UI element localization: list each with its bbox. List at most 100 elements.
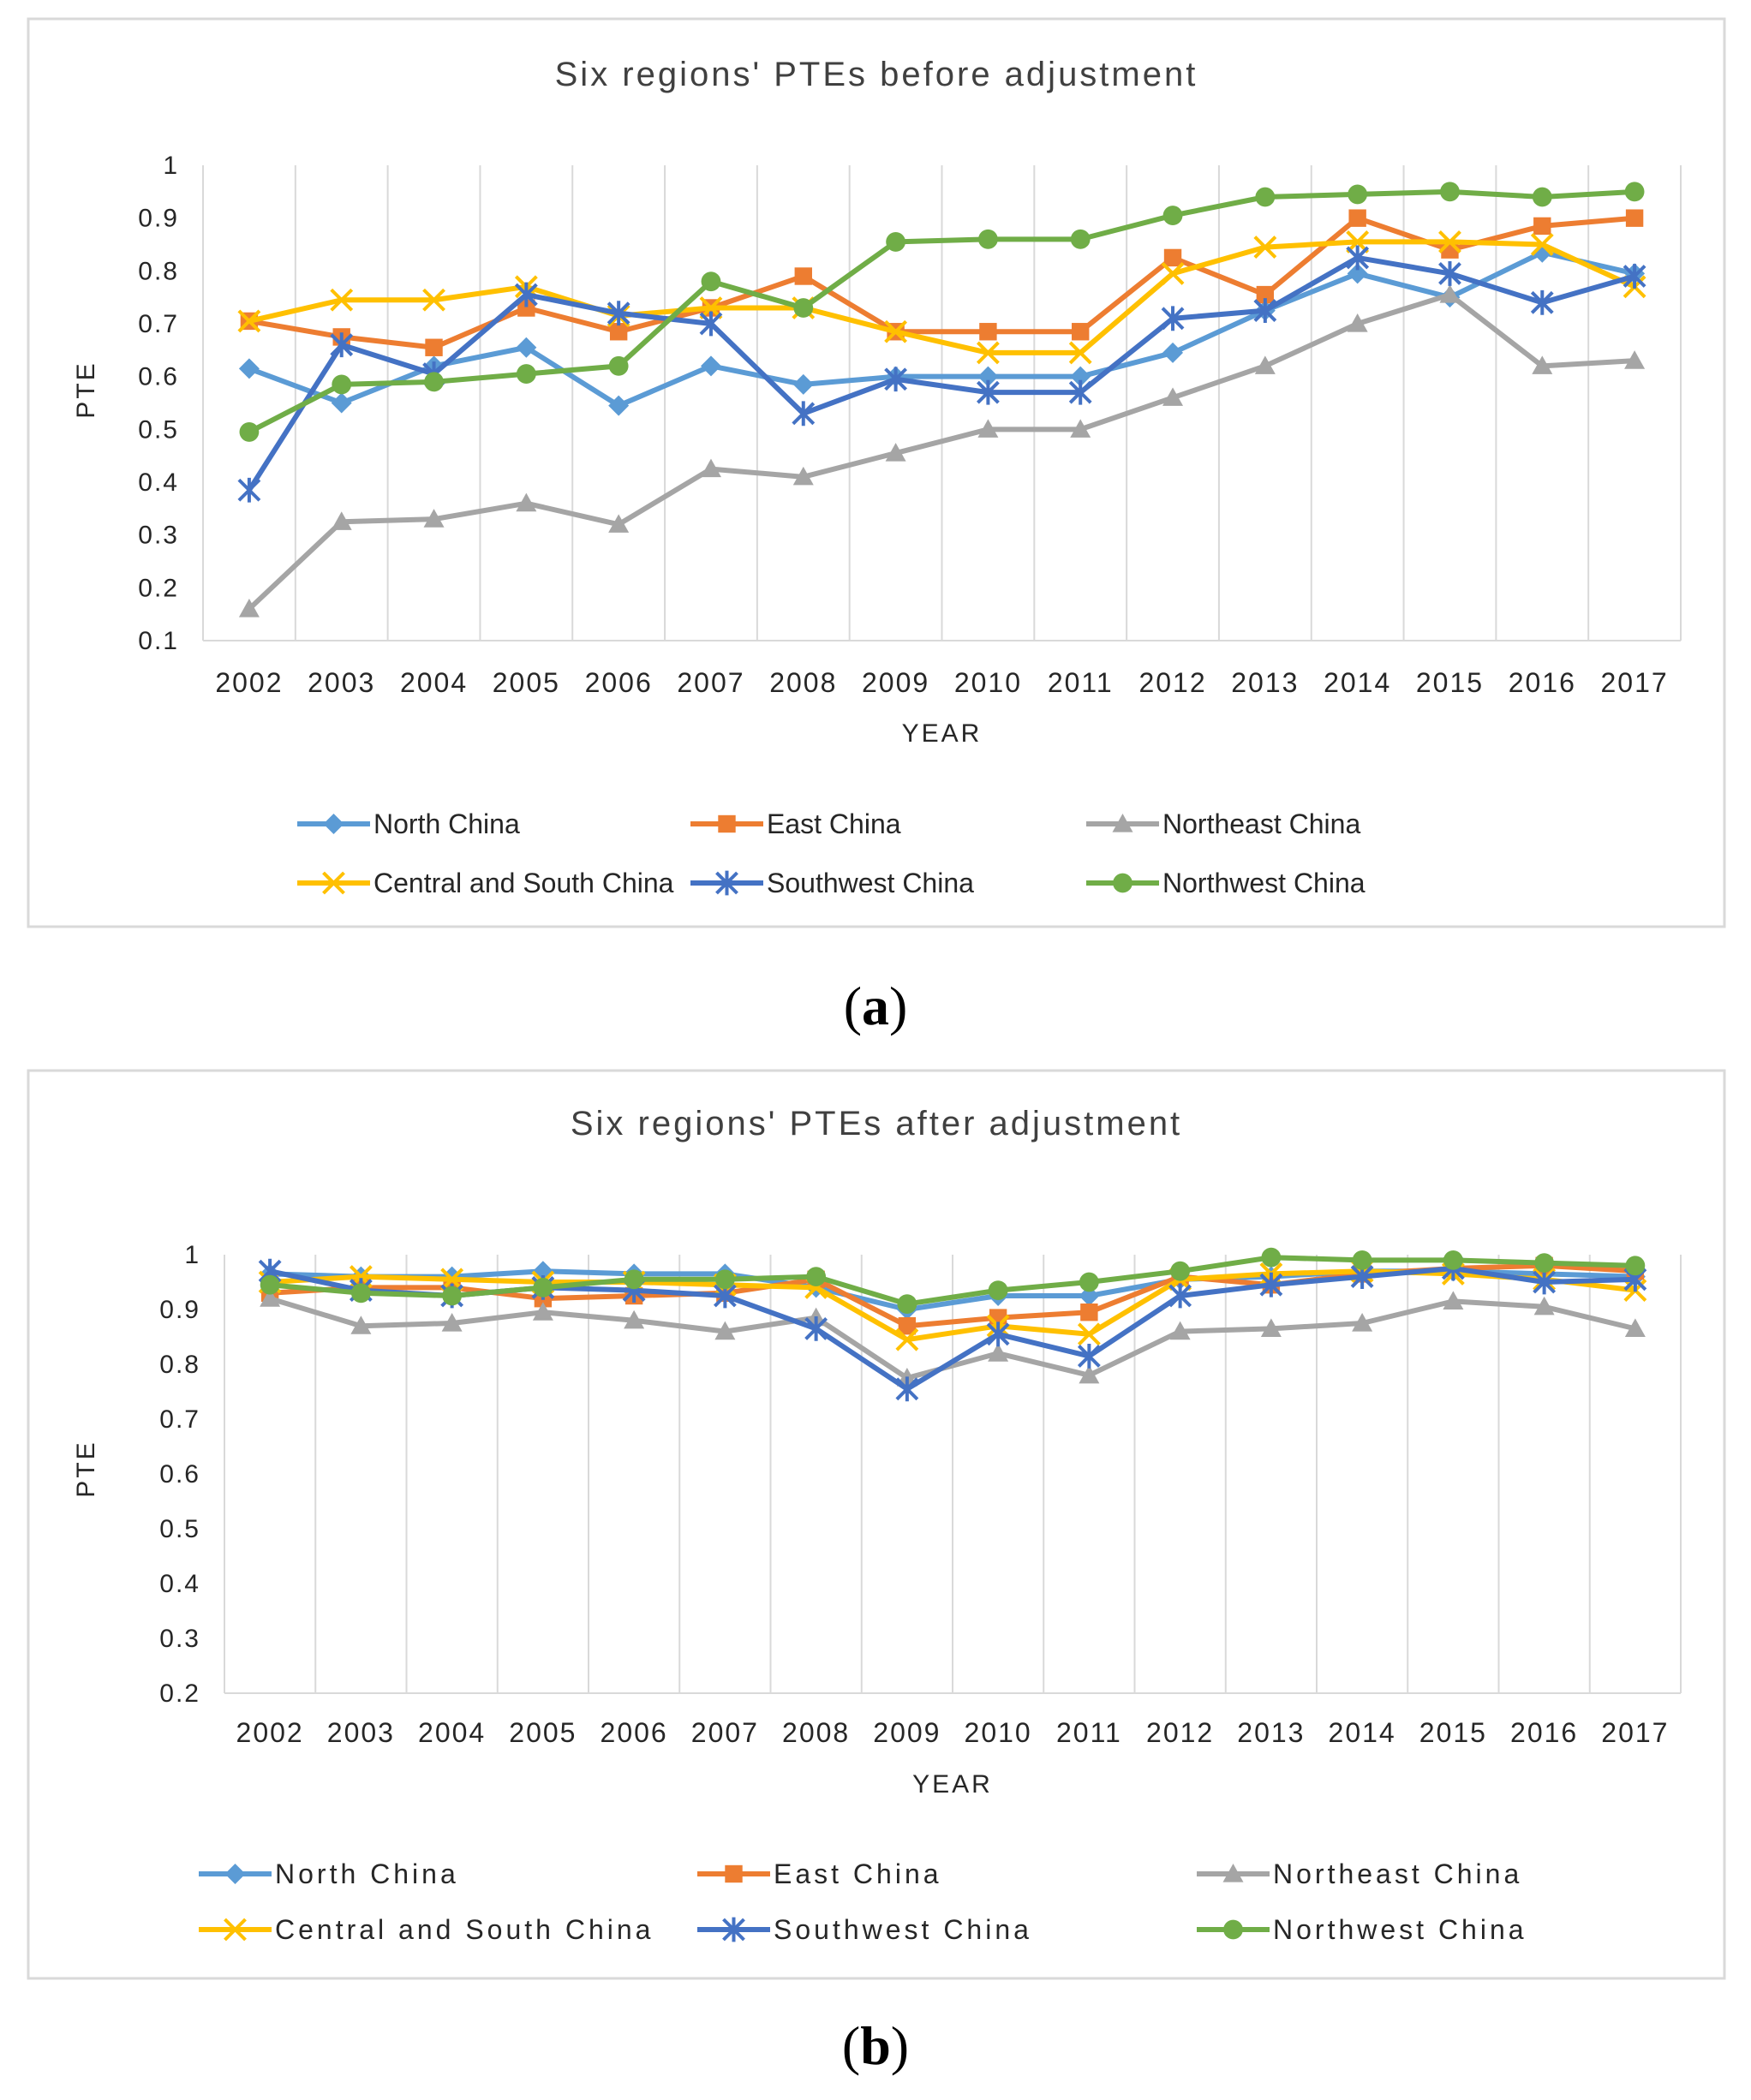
data-point [238,358,260,379]
data-point [701,271,721,292]
y-tick-label: 0.5 [159,1515,200,1543]
data-point [714,1269,735,1290]
legend-label: Southwest China [774,1914,1032,1945]
caption-a: (a) [843,975,908,1036]
series-northeast-china [238,284,1646,617]
data-point [792,373,814,395]
y-axis-label: PTE [72,1440,100,1497]
data-point [1438,261,1461,286]
data-point [804,1316,828,1341]
legend: North China East China Northeast China Cent… [297,808,1366,898]
data-point [700,355,721,377]
data-point [532,1302,553,1321]
y-tick-label: 1 [184,1241,200,1269]
data-point [1169,1321,1191,1340]
data-point [1530,289,1554,315]
x-tick-label: 2015 [1419,1717,1487,1748]
data-point [794,267,812,285]
legend-item: North China [297,808,520,839]
data-point [330,288,354,312]
x-tick-label: 2003 [327,1717,395,1748]
y-tick-label: 1 [163,152,179,180]
x-tick-label: 2014 [1324,667,1391,698]
x-tick-label: 2007 [691,1717,759,1748]
data-point [624,1269,644,1290]
x-tick-label: 2002 [215,667,283,698]
x-tick-label: 2013 [1237,1717,1305,1748]
y-tick-label: 0.5 [138,415,179,444]
x-tick-label: 2015 [1416,667,1484,698]
x-tick-label: 2007 [677,667,744,698]
data-point [331,392,352,414]
y-tick-label: 0.7 [138,310,179,338]
data-point [239,422,260,442]
data-point [1624,1318,1646,1337]
y-tick-label: 0.4 [159,1570,200,1598]
data-point [1080,1304,1098,1321]
x-tick-label: 2011 [1048,667,1114,698]
x-tick-label: 2011 [1056,1717,1122,1748]
data-point [1625,1256,1646,1276]
legend: North China East China Northeast China Cent… [199,1858,1527,1945]
data-point [1070,419,1091,438]
data-point [1438,230,1461,254]
y-tick-label: 0.3 [159,1625,200,1653]
legend-item: Southwest China [690,868,974,898]
y-tick-label: 0.4 [138,468,179,497]
x-tick-labels: 2002 2003 2004 2005 2006 2007 2008 2009 2010 2011… [215,667,1666,698]
series-line [247,292,1635,612]
legend-marker [1222,1864,1244,1882]
y-tick-label: 0.6 [159,1460,200,1488]
data-point [884,367,908,392]
series-line [269,1296,1636,1381]
legend-marker [722,1917,745,1942]
series-northwest-china [260,1247,1646,1314]
legend-marker [1223,1919,1243,1940]
legend-label: Central and South China [374,868,674,898]
data-point [1079,1286,1100,1306]
legend-item: East China [690,808,901,839]
caption-a-letter: a [862,975,889,1036]
data-point [1068,379,1092,405]
data-point [332,374,352,395]
data-point [1255,187,1276,207]
x-tick-label: 2002 [236,1717,304,1748]
x-tick-label: 2010 [965,1717,1032,1748]
data-point [1261,1247,1282,1268]
data-point [514,282,538,307]
y-tick-label: 0.8 [138,257,179,285]
data-point [237,477,261,503]
x-tick-labels: 2002 2003 2004 2005 2006 2007 2008 2009 2010 2011… [236,1717,1668,1748]
data-point [1623,264,1646,289]
data-point [700,458,721,478]
data-point [1348,184,1368,205]
data-point [260,1288,281,1307]
legend-marker [224,1918,247,1942]
data-point [1079,1364,1100,1384]
x-tick-label: 2012 [1138,667,1206,698]
legend-label: Southwest China [767,868,974,898]
data-point [1625,209,1644,227]
data-point [1534,1253,1555,1273]
data-point [1260,1318,1282,1337]
legend-label: Northwest China [1273,1914,1527,1945]
series-northeast-china [260,1288,1646,1387]
x-tick-label: 2012 [1146,1717,1214,1748]
legend-item: Northwest China [1086,868,1366,898]
data-point [884,319,908,343]
chart-2: Six regions' PTEs after adjustment 0.2 0.3… [27,1069,1726,1980]
data-point [516,492,537,512]
data-point [1163,248,1182,267]
data-point [895,1327,919,1351]
x-axis-label: YEAR [912,1770,993,1799]
data-point [442,1286,463,1306]
data-point [1162,387,1184,406]
data-point [350,1315,372,1334]
y-tick-label: 0.9 [138,205,179,233]
data-point [1068,341,1092,365]
data-point [806,1267,827,1286]
data-point [533,1278,553,1298]
x-tick-label: 2003 [308,667,375,698]
data-point [1346,245,1370,271]
